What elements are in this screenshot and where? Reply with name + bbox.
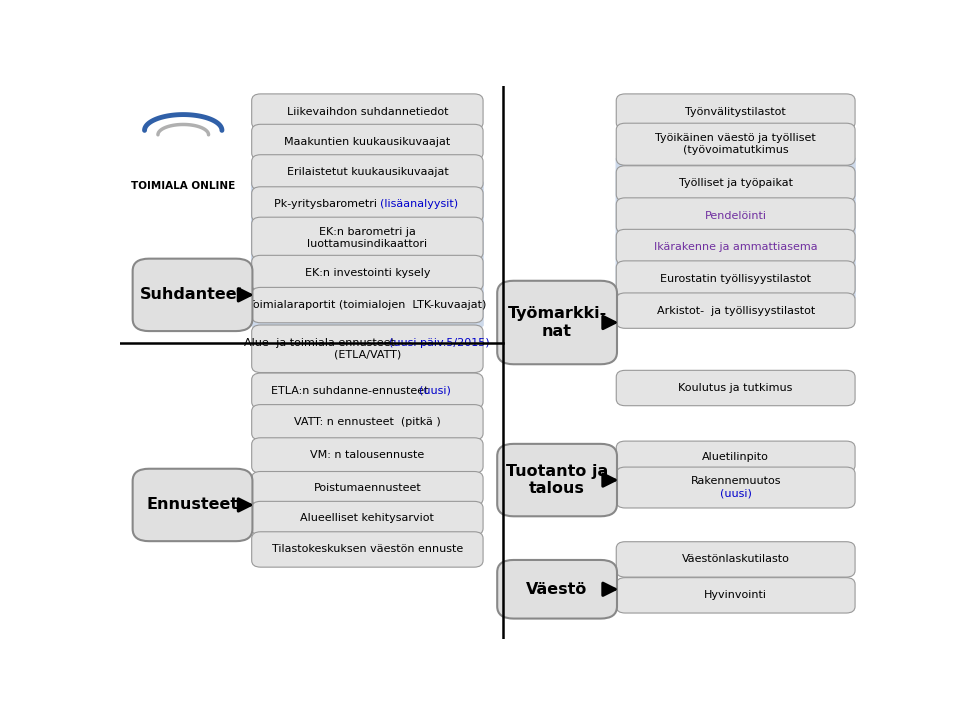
Text: Poistumaennusteet: Poistumaennusteet (314, 483, 421, 493)
FancyBboxPatch shape (616, 229, 855, 265)
Text: Suhdanteet: Suhdanteet (140, 287, 245, 302)
Text: Ennusteet: Ennusteet (147, 498, 239, 513)
Text: (uusi): (uusi) (419, 386, 450, 396)
Text: Aluetilinpito: Aluetilinpito (702, 452, 769, 462)
FancyBboxPatch shape (252, 217, 483, 259)
Text: Maakuntien kuukausikuvaajat: Maakuntien kuukausikuvaajat (284, 137, 450, 147)
Text: Pk-yritysbarometri: Pk-yritysbarometri (274, 200, 384, 210)
FancyBboxPatch shape (252, 94, 483, 129)
Text: luottamusindikaattori: luottamusindikaattori (307, 239, 427, 249)
FancyBboxPatch shape (252, 256, 483, 291)
Text: Työlliset ja työpaikat: Työlliset ja työpaikat (679, 179, 793, 188)
FancyBboxPatch shape (616, 166, 855, 201)
FancyBboxPatch shape (497, 281, 617, 364)
Text: VM: n talousennuste: VM: n talousennuste (310, 450, 424, 460)
FancyBboxPatch shape (252, 124, 483, 159)
Text: Rakennemuutos: Rakennemuutos (690, 477, 780, 487)
Text: Työikäinen väestö ja työlliset: Työikäinen väestö ja työlliset (656, 133, 816, 143)
Text: Koulutus ja tutkimus: Koulutus ja tutkimus (679, 383, 793, 393)
FancyBboxPatch shape (497, 560, 617, 619)
Text: EK:n investointi kysely: EK:n investointi kysely (304, 268, 430, 278)
Text: Väestönlaskutilasto: Väestönlaskutilasto (682, 554, 789, 564)
FancyBboxPatch shape (132, 258, 252, 331)
FancyBboxPatch shape (615, 157, 855, 299)
Text: Alue- ja toimiala ennusteet: Alue- ja toimiala ennusteet (244, 337, 398, 348)
FancyBboxPatch shape (252, 472, 483, 505)
FancyBboxPatch shape (252, 154, 483, 190)
FancyBboxPatch shape (616, 198, 855, 233)
Text: Toimialaraportit (toimialojen  LTK-kuvaajat): Toimialaraportit (toimialojen LTK-kuvaaj… (249, 300, 487, 310)
FancyBboxPatch shape (251, 181, 484, 327)
FancyBboxPatch shape (252, 501, 483, 535)
FancyBboxPatch shape (252, 325, 483, 373)
FancyBboxPatch shape (616, 441, 855, 472)
FancyBboxPatch shape (616, 467, 855, 508)
Text: Tilastokeskuksen väestön ennuste: Tilastokeskuksen väestön ennuste (272, 544, 463, 554)
Text: EK:n barometri ja: EK:n barometri ja (319, 227, 416, 237)
FancyBboxPatch shape (616, 94, 855, 129)
Text: Työnvälitystilastot: Työnvälitystilastot (685, 106, 786, 116)
FancyBboxPatch shape (616, 261, 855, 297)
Text: (uusi päiv.5/2015): (uusi päiv.5/2015) (390, 337, 490, 348)
Text: Arkistot-  ja työllisyystilastot: Arkistot- ja työllisyystilastot (657, 306, 815, 316)
FancyBboxPatch shape (252, 532, 483, 567)
FancyBboxPatch shape (616, 578, 855, 613)
Text: (lisäanalyysit): (lisäanalyysit) (380, 200, 458, 210)
FancyBboxPatch shape (252, 187, 483, 222)
Text: Pendelöinti: Pendelöinti (705, 210, 767, 220)
Text: VATT: n ennusteet  (pitkä ): VATT: n ennusteet (pitkä ) (294, 417, 441, 427)
FancyBboxPatch shape (252, 287, 483, 323)
Text: Hyvinvointi: Hyvinvointi (704, 590, 767, 600)
Text: Ikärakenne ja ammattiasema: Ikärakenne ja ammattiasema (654, 242, 818, 252)
FancyBboxPatch shape (252, 373, 483, 409)
Text: (ETLA/VATT): (ETLA/VATT) (334, 350, 401, 360)
Text: Työmarkki-
nat: Työmarkki- nat (508, 307, 607, 339)
Text: Väestö: Väestö (526, 582, 588, 597)
FancyBboxPatch shape (616, 541, 855, 577)
Text: Erilaistetut kuukausikuvaajat: Erilaistetut kuukausikuvaajat (286, 167, 448, 177)
Text: (uusi): (uusi) (720, 489, 752, 498)
Text: Liikevaihdon suhdannetiedot: Liikevaihdon suhdannetiedot (287, 106, 448, 116)
Text: Alueelliset kehitysarviot: Alueelliset kehitysarviot (300, 513, 434, 523)
Text: Eurostatin työllisyystilastot: Eurostatin työllisyystilastot (660, 274, 811, 284)
FancyBboxPatch shape (132, 469, 252, 541)
FancyBboxPatch shape (616, 123, 855, 165)
Text: Tuotanto ja
talous: Tuotanto ja talous (506, 464, 609, 496)
FancyBboxPatch shape (497, 444, 617, 516)
Text: ETLA:n suhdanne-ennusteet: ETLA:n suhdanne-ennusteet (272, 386, 432, 396)
FancyBboxPatch shape (616, 370, 855, 406)
FancyBboxPatch shape (616, 293, 855, 328)
Text: TOIMIALA ONLINE: TOIMIALA ONLINE (132, 181, 235, 191)
FancyBboxPatch shape (252, 438, 483, 473)
Text: (työvoimatutkimus: (työvoimatutkimus (683, 145, 788, 155)
FancyBboxPatch shape (252, 405, 483, 440)
